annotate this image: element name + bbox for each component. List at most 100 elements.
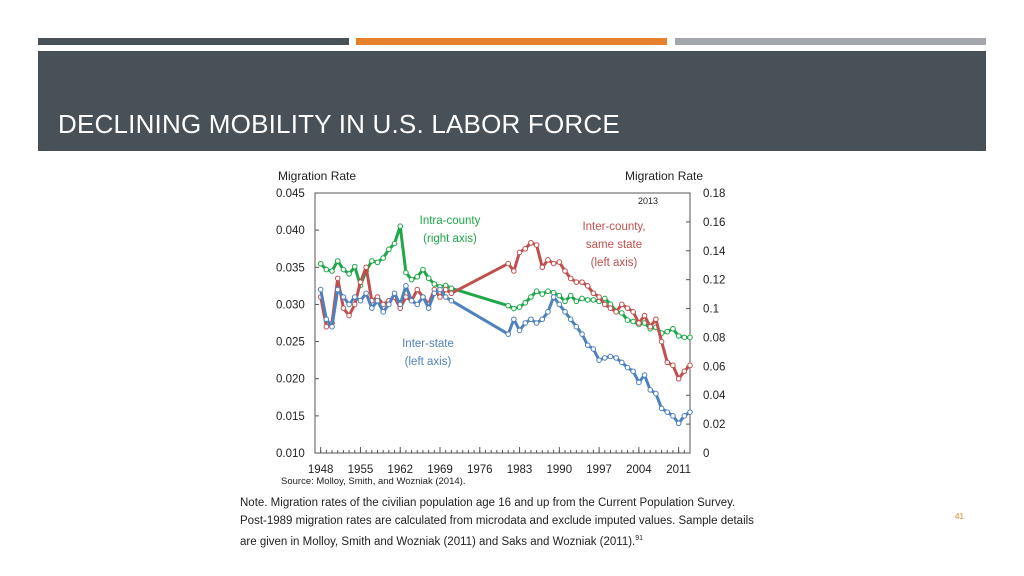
series-point [505,260,511,267]
series-point [374,297,381,304]
series-point [437,286,443,293]
series-point [670,413,676,419]
series-point [641,372,648,378]
series-point [357,297,364,304]
right-tick-label: 0.08 [703,332,725,344]
series-point [363,290,369,297]
series-line-2 [319,284,691,425]
series-point [545,309,551,315]
series-point [613,309,619,315]
inter-county-annotation-line-3: (left axis) [591,257,638,269]
right-tick-label: 0.06 [703,361,725,373]
right-tick-label: 0.12 [703,275,725,287]
series-point [630,318,636,325]
series-point [386,301,392,308]
series-point [437,294,443,300]
series-point [346,271,352,277]
series-point [664,359,671,366]
series-point [562,298,568,305]
x-tick-label: 1990 [547,464,573,476]
slide-title: DECLINING MOBILITY IN U.S. LABOR FORCE [58,109,620,139]
series-point [675,375,682,382]
series-point [397,223,404,230]
series-point [687,334,693,341]
series-point [334,258,341,264]
migration-chart: Migration Rate Migration Rate0.0450.0400.… [276,169,726,476]
series-point [607,353,614,360]
series-point [624,305,631,311]
series-point [687,362,693,369]
series-point [573,279,580,285]
right-tick-label: 0.02 [703,419,725,431]
series-point [323,323,330,330]
series-point [533,242,540,248]
x-tick-label: 1962 [387,464,413,476]
inter-county-annotation-line-2: same state [586,239,642,251]
series-point [590,346,597,352]
chart-note: Note. Migration rates of the civilian po… [240,495,800,551]
x-tick-label: 1976 [467,464,493,476]
series-point [340,305,347,311]
accent-bar-gray [675,38,986,45]
series-point [408,276,415,283]
series-point [613,355,619,361]
x-tick-label: 2011 [666,464,691,476]
intra-county-annotation-line-1: Intra-county [420,215,481,227]
series-point [675,333,682,339]
series-point [590,297,597,303]
title-band: DECLINING MOBILITY IN U.S. LABOR FORCE [38,51,986,151]
series-point [658,405,665,412]
series-point [687,409,693,415]
series-point [607,305,614,311]
x-tick-label: 1955 [348,464,374,476]
chart-source: Source: Molloy, Smith, and Wozniak (2014… [281,476,466,487]
note-line-2: Post-1989 migration rates are calculated… [240,514,754,527]
series-point [351,301,358,308]
series-point [590,290,597,297]
series-point [596,294,602,300]
series-point [584,297,591,303]
series-point [448,297,455,304]
series-point [380,255,386,261]
series-point [522,245,529,252]
series-point [431,281,438,287]
series-point [670,325,676,332]
series-point [317,286,324,293]
accent-bar-dark [38,38,349,45]
inter-state-annotation-line-1: Inter-state [402,338,454,350]
series-point [675,420,682,427]
series-point [334,286,341,293]
series-point [562,309,568,315]
series-point [533,288,540,295]
series-point [511,268,517,274]
right-tick-label: 0.1 [703,304,719,316]
series-point [323,266,330,273]
series-point [528,239,534,246]
left-tick-label: 0.035 [276,262,305,274]
intra-county-annotation-line-2: (right axis) [423,233,477,245]
series-point [681,334,688,341]
series-point [653,390,659,397]
right-tick-label: 0.18 [703,188,725,200]
series-point [556,259,563,265]
series-point [505,331,511,337]
series-point [579,331,585,337]
series-point [624,317,631,323]
series-point [567,275,574,282]
series-point [584,342,591,349]
series-point [425,275,432,282]
series-point [334,275,341,282]
series-point [380,309,386,315]
series-point [420,294,426,300]
series-point [624,364,631,371]
note-line-3: are given in Molloy, Smith and Wozniak (… [240,530,800,551]
series-point [573,298,580,305]
left-tick-label: 0.010 [276,448,305,460]
series-point [539,316,546,323]
series-point [386,246,392,253]
series-point [425,305,432,311]
series-point [374,259,381,266]
series-point [346,312,352,319]
series-point [681,368,688,375]
series-point [670,362,676,369]
